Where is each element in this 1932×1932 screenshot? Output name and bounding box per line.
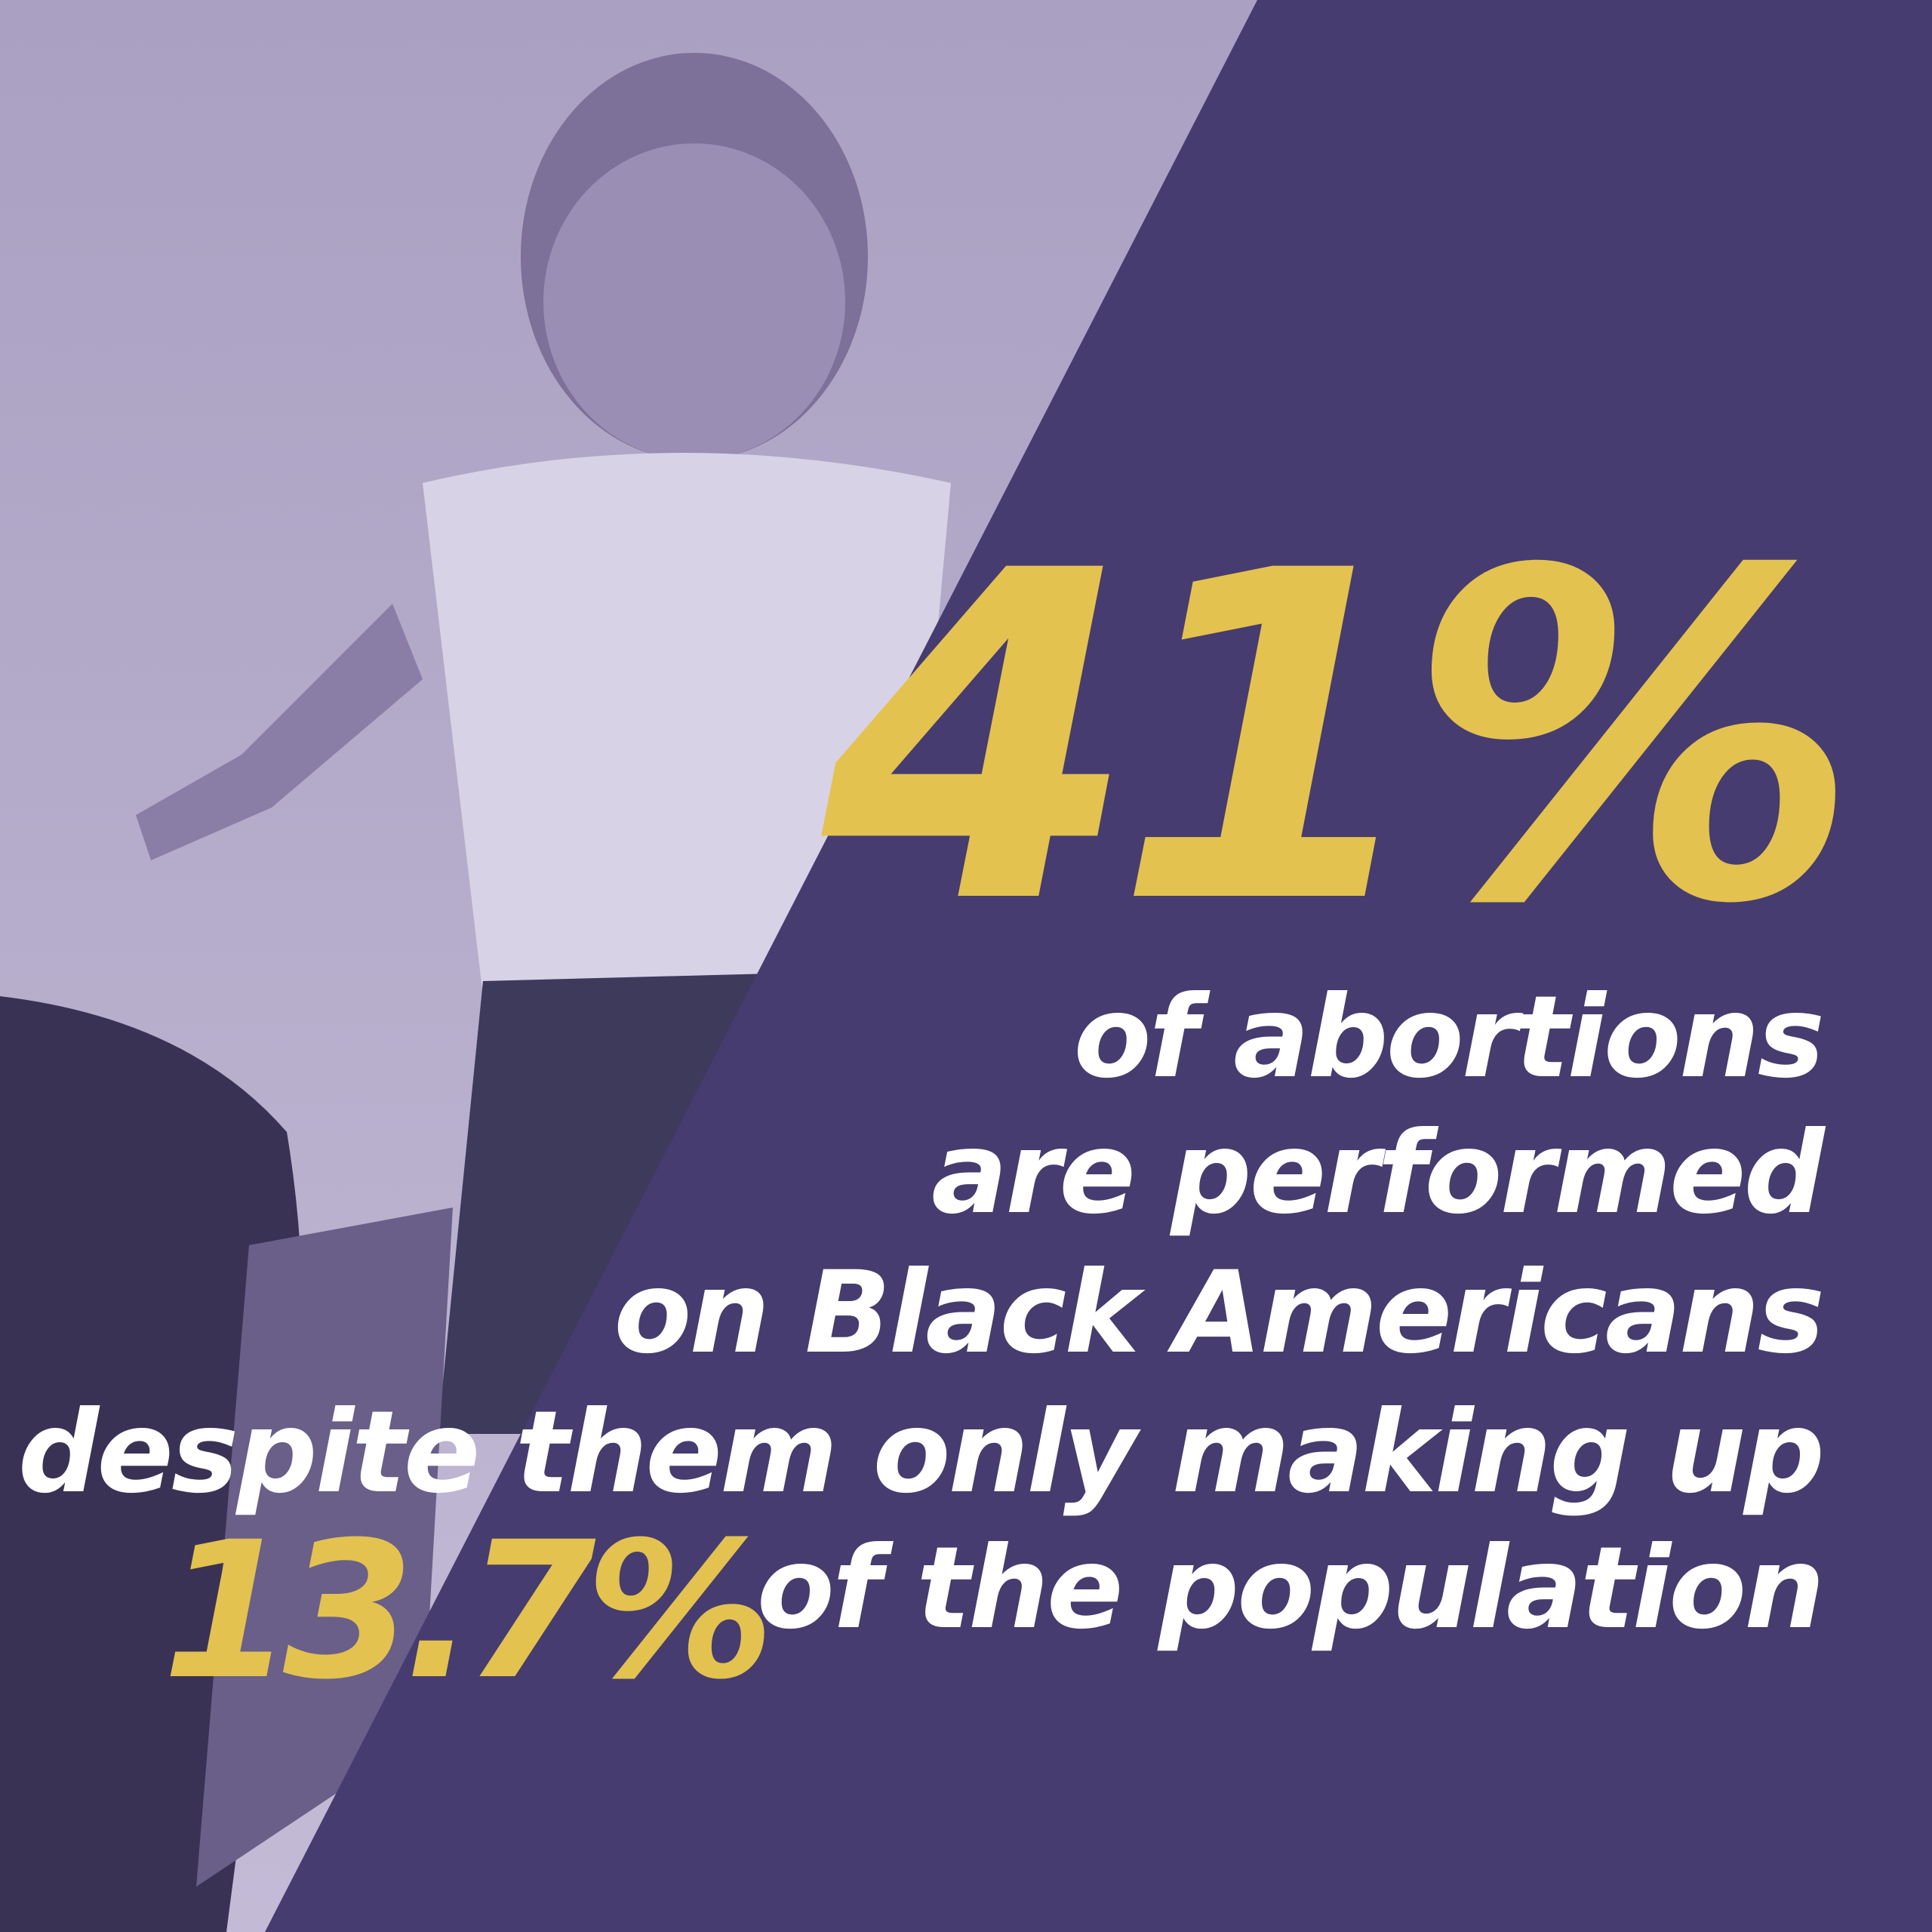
text-line-4: despite them only making up (17, 1387, 1825, 1518)
text-line-5: of the population (756, 1523, 1825, 1654)
population-stat: 13.7% (162, 1501, 774, 1721)
text-line-3: on Black Americans (614, 1247, 1825, 1379)
headline-stat: 41% (821, 475, 1860, 1003)
text-line-2: are performed (931, 1108, 1825, 1239)
text-line-1: of abortions (1073, 972, 1825, 1103)
